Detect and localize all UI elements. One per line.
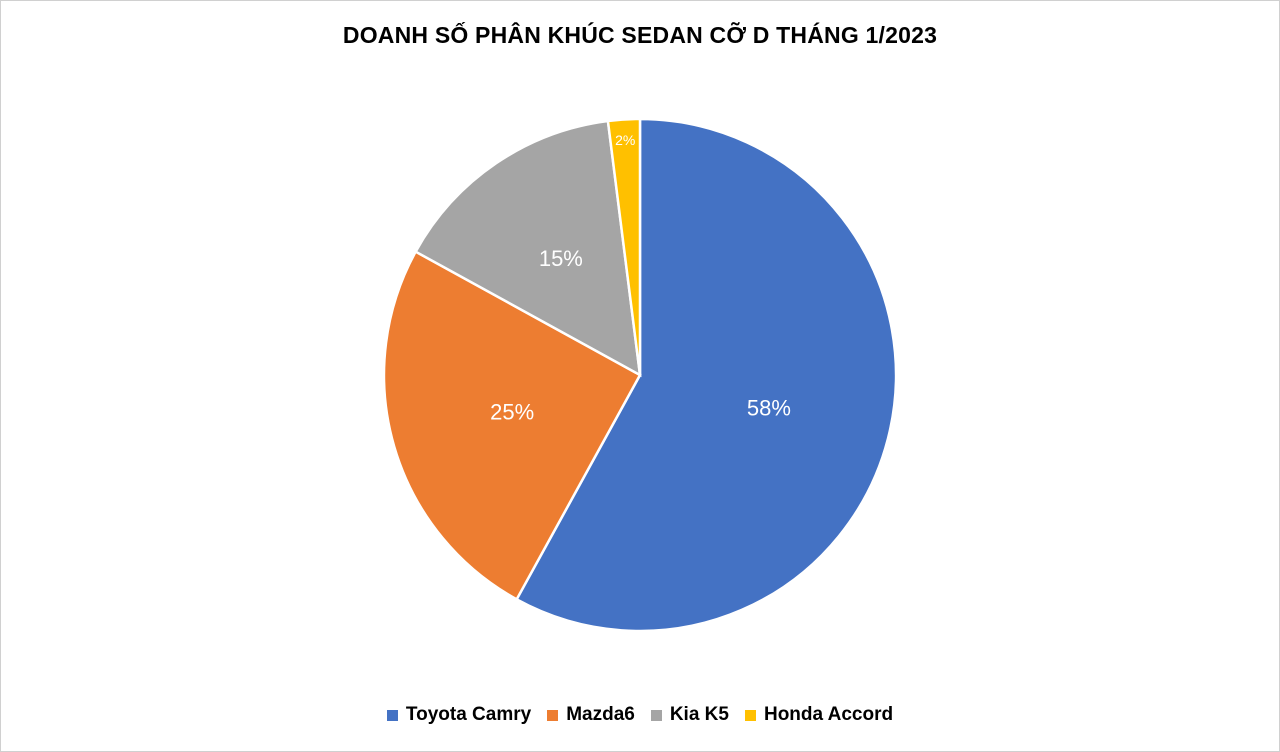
legend-label: Kia K5: [669, 704, 729, 725]
legend-swatch-kia-k5: [650, 709, 662, 721]
data-label-honda-accord: 2%: [615, 132, 635, 148]
legend-item-honda-accord: Honda Accord: [744, 704, 894, 726]
legend: Toyota Camry Mazda6 Kia K5 Honda Accord: [0, 704, 1280, 726]
legend-swatch-mazda6: [547, 709, 559, 721]
pie-slice-honda-accord: [606, 117, 642, 376]
legend-swatch-toyota-camry: [386, 709, 398, 721]
pie-slice-kia-k5: [413, 119, 642, 378]
legend-label: Honda Accord: [763, 704, 894, 725]
legend-item-toyota-camry: Toyota Camry: [386, 704, 532, 726]
data-label-kia-k5: 15%: [539, 246, 583, 271]
pie-slice-mazda6: [382, 249, 642, 602]
legend-label: Toyota Camry: [405, 704, 532, 725]
data-label-toyota-camry: 58%: [747, 396, 791, 421]
legend-swatch-honda-accord: [744, 709, 756, 721]
legend-item-mazda6: Mazda6: [547, 704, 635, 726]
pie-slice-toyota-camry: [514, 117, 898, 633]
legend-label: Mazda6: [566, 704, 635, 725]
data-label-mazda6: 25%: [490, 400, 534, 425]
chart-title: DOANH SỐ PHÂN KHÚC SEDAN CỠ D THÁNG 1/20…: [342, 22, 938, 48]
legend-item-kia-k5: Kia K5: [650, 704, 729, 726]
